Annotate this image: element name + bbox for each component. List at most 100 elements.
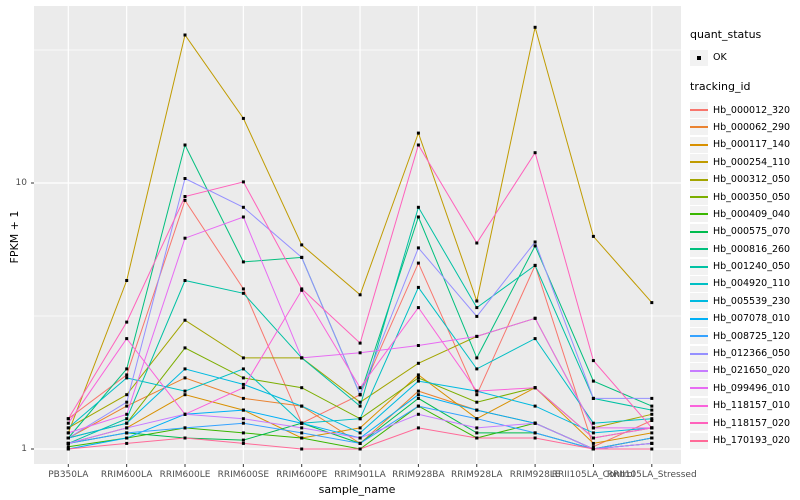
- x-axis-title: sample_name: [318, 483, 396, 496]
- x-tick-label: RRIM600PE: [276, 470, 328, 480]
- legend-item-label: Hb_004920_110: [713, 278, 791, 290]
- legend-item-ok: OK: [690, 49, 798, 66]
- legend-color-swatch: [690, 161, 708, 164]
- data-point: [416, 426, 420, 430]
- legend-tracking-id-items: Hb_000012_320 Hb_000062_290 Hb_000117_140 H…: [690, 101, 798, 449]
- data-point: [416, 143, 420, 147]
- data-point: [533, 436, 537, 440]
- data-point: [475, 314, 479, 318]
- data-point: [416, 393, 420, 397]
- legend-key-box: [690, 432, 708, 449]
- data-point: [475, 431, 479, 435]
- data-point: [241, 215, 245, 219]
- legend-key-box: [690, 119, 708, 136]
- data-point: [358, 404, 362, 408]
- data-point: [591, 436, 595, 440]
- data-point: [416, 376, 420, 380]
- data-point: [241, 431, 245, 435]
- legend-item-label: Hb_000575_070: [713, 226, 791, 238]
- x-tick-label: RRIM600LE: [159, 470, 211, 480]
- legend-item-Hb_170193_020: Hb_170193_020: [690, 432, 798, 449]
- data-point: [241, 287, 245, 291]
- legend-item-label: Hb_012366_050: [713, 348, 791, 360]
- x-tick-label: PB350LA: [48, 470, 89, 480]
- data-point: [183, 346, 187, 350]
- data-point: [416, 396, 420, 400]
- legend-item-Hb_000816_260: Hb_000816_260: [690, 241, 798, 258]
- data-point: [475, 417, 479, 421]
- legend-color-swatch: [690, 282, 708, 285]
- data-point: [66, 447, 70, 451]
- legend-key-box: [690, 206, 708, 223]
- data-point: [358, 393, 362, 397]
- data-point: [125, 421, 129, 425]
- data-point: [125, 441, 129, 445]
- legend-item-Hb_004920_110: Hb_004920_110: [690, 275, 798, 292]
- data-point: [241, 421, 245, 425]
- data-point: [650, 417, 654, 421]
- data-point: [591, 426, 595, 430]
- data-point: [533, 151, 537, 155]
- data-point: [475, 393, 479, 397]
- data-point: [241, 291, 245, 295]
- data-point: [66, 426, 70, 430]
- legend-item-label: Hb_000409_040: [713, 208, 791, 220]
- data-point: [533, 337, 537, 341]
- legend-item-label: Hb_099496_010: [713, 382, 791, 394]
- data-point: [183, 436, 187, 440]
- legend-item-Hb_000312_050: Hb_000312_050: [690, 171, 798, 188]
- legend-item-label: Hb_007078_010: [713, 313, 791, 325]
- x-tick-label: RRIM928LE: [509, 470, 561, 480]
- data-point: [533, 240, 537, 244]
- data-point: [358, 426, 362, 430]
- data-point: [358, 293, 362, 297]
- legend-color-swatch: [690, 248, 708, 251]
- data-point: [416, 205, 420, 209]
- data-point: [416, 379, 420, 383]
- data-point: [183, 236, 187, 240]
- legend-key-box: [690, 189, 708, 206]
- legend-color-swatch: [690, 387, 708, 390]
- data-point: [125, 417, 129, 421]
- data-point: [358, 447, 362, 451]
- legend-color-swatch: [690, 300, 708, 303]
- data-point: [358, 341, 362, 345]
- legend-item-Hb_118157_020: Hb_118157_020: [690, 414, 798, 432]
- data-point: [416, 246, 420, 250]
- data-point: [125, 279, 129, 282]
- legend-item-Hb_001240_050: Hb_001240_050: [690, 258, 798, 275]
- legend-item-Hb_021650_020: Hb_021650_020: [690, 362, 798, 379]
- data-point: [300, 436, 304, 440]
- x-tick-label: RRIM928BA: [392, 470, 445, 480]
- data-point: [241, 376, 245, 380]
- data-point: [591, 447, 595, 451]
- legend-color-swatch: [690, 317, 708, 320]
- legend-key-box: [690, 136, 708, 153]
- data-point: [183, 195, 187, 198]
- data-point: [183, 367, 187, 371]
- data-point: [358, 441, 362, 445]
- data-point: [183, 412, 187, 416]
- legend-key-box: [690, 171, 708, 188]
- legend-key-box: [690, 415, 708, 432]
- data-point: [300, 426, 304, 430]
- data-point: [125, 426, 129, 430]
- data-point: [125, 337, 129, 341]
- legend-item-label: Hb_000312_050: [713, 174, 791, 186]
- legend-item-label: Hb_000012_320: [713, 104, 791, 116]
- data-point: [650, 447, 654, 451]
- data-point: [66, 421, 70, 425]
- data-point: [183, 318, 187, 322]
- data-point: [241, 260, 245, 264]
- data-point: [125, 404, 129, 408]
- legend-item-label: Hb_000062_290: [713, 121, 791, 133]
- data-point: [416, 389, 420, 393]
- data-point: [125, 367, 129, 371]
- data-point: [475, 241, 479, 245]
- data-point: [66, 441, 70, 445]
- data-point: [241, 441, 245, 445]
- legend-key-box: [690, 102, 708, 119]
- data-point: [475, 389, 479, 393]
- legend-color-swatch: [690, 109, 708, 112]
